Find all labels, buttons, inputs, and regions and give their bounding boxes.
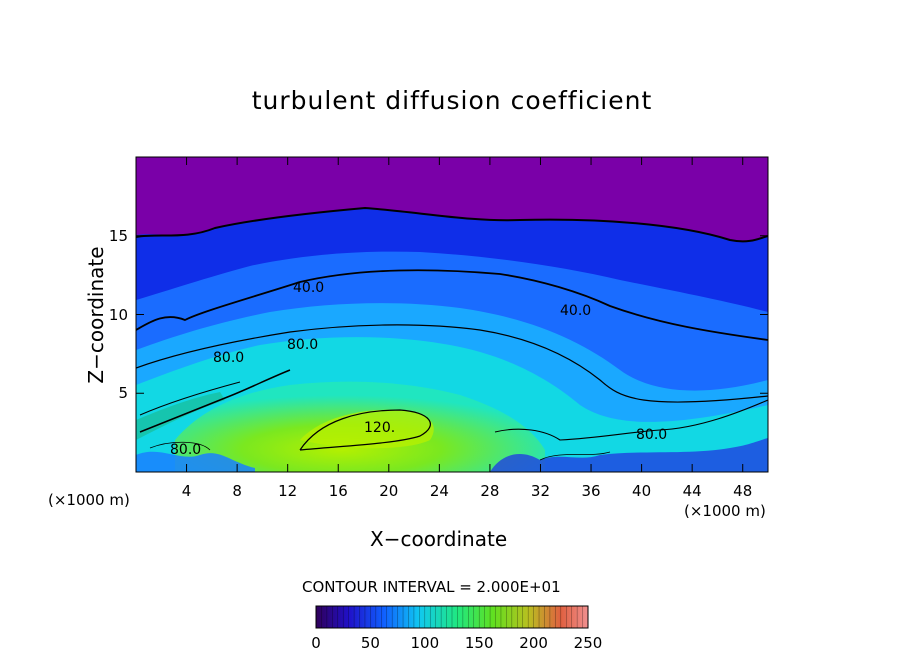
contour-label: 80.0 <box>636 427 667 443</box>
chart-title: turbulent diffusion coefficient <box>251 86 653 115</box>
colorbar-tick-label: 100 <box>410 634 440 652</box>
x-axis-label: X−coordinate <box>370 527 508 551</box>
lower-patches <box>136 451 255 472</box>
x-tick-label: 16 <box>328 482 348 500</box>
contour-label: 80.0 <box>213 350 244 366</box>
x-unit-right: (×1000 m) <box>684 502 766 520</box>
y-tick-label: 15 <box>108 226 128 245</box>
y-axis-label: Z−coordinate <box>84 246 108 384</box>
x-unit-left: (×1000 m) <box>48 491 130 509</box>
x-tick-label: 36 <box>581 482 601 500</box>
axis-tick-marks <box>136 157 768 472</box>
colorbar-tick-label: 250 <box>573 634 603 652</box>
contour-interval-text: CONTOUR INTERVAL = 2.000E+01 <box>302 578 561 596</box>
colorbar-tick-label: 50 <box>360 634 380 652</box>
contour-labels: 40.0 40.0 80.0 80.0 80.0 80.0 120. <box>170 280 667 458</box>
colorbar-stripes <box>315 606 589 628</box>
contour-label: 40.0 <box>293 280 324 296</box>
x-tick-label: 4 <box>181 482 192 500</box>
x-tick-label: 12 <box>278 482 298 500</box>
lower-right-patches <box>490 438 768 472</box>
x-tick-label: 44 <box>682 482 702 500</box>
x-tick-label: 24 <box>429 482 449 500</box>
heatmap-field: 40.0 40.0 80.0 80.0 80.0 80.0 120. <box>136 157 768 472</box>
colorbar-tick-label: 200 <box>519 634 548 652</box>
y-tick-label: 5 <box>118 384 128 403</box>
contour-label: 80.0 <box>287 337 318 353</box>
contour-label: 40.0 <box>560 303 591 319</box>
x-tick-label: 28 <box>480 482 500 500</box>
x-tick-label: 8 <box>232 482 242 500</box>
x-tick-label: 40 <box>632 482 652 500</box>
contour-label: 120. <box>364 420 395 436</box>
y-tick-label: 10 <box>108 305 128 324</box>
x-tick-label: 20 <box>379 482 399 500</box>
bright-core <box>300 409 434 449</box>
x-tick-label: 48 <box>733 482 753 500</box>
contour-lines <box>136 206 768 461</box>
colorbar-tick-label: 0 <box>311 634 321 652</box>
contour-label: 80.0 <box>170 442 201 458</box>
x-tick-label: 32 <box>530 482 551 500</box>
colorbar-tick-label: 150 <box>464 634 494 652</box>
